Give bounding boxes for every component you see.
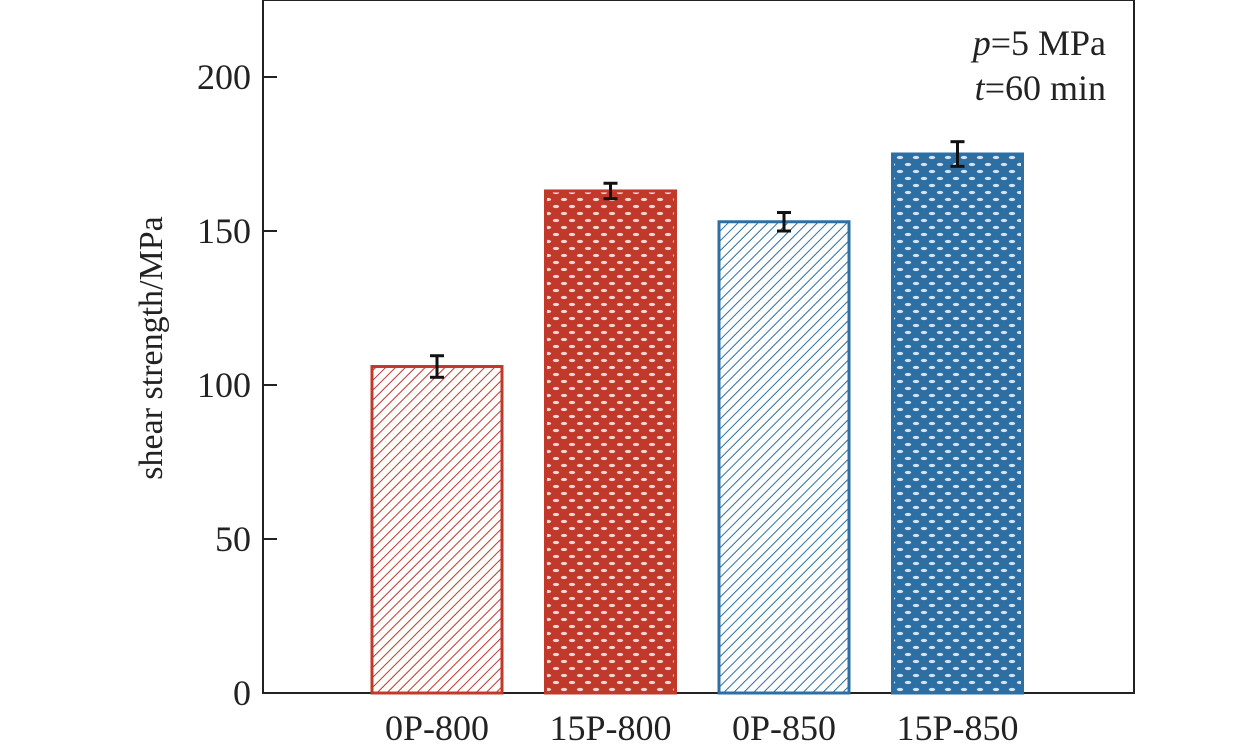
y-tick-label-3: 150	[197, 211, 251, 251]
error-bar-15p-850	[950, 140, 965, 168]
y-tick-label-4: 200	[197, 57, 251, 97]
bar-0p-850	[717, 220, 851, 695]
annotation-pressure: p=5 MPa	[970, 23, 1106, 63]
error-bar-0p-850	[777, 211, 791, 233]
y-tick-label-2: 100	[197, 365, 251, 405]
plot-frame	[262, 0, 1135, 694]
bar-15p-850	[891, 152, 1024, 695]
annotation-time: t=60 min	[975, 68, 1106, 108]
x-tick-label-0: 0P-800	[385, 708, 489, 748]
annotation-time-value: =60 min	[985, 68, 1106, 108]
bar-15p-800	[544, 189, 677, 695]
y-axis-title: shear strength/MPa	[133, 216, 170, 479]
x-tick-label-1: 15P-800	[549, 708, 671, 748]
annotation-time-var: t	[975, 68, 986, 108]
y-axis: 0 50 100 150 200	[197, 57, 277, 713]
error-bar-0p-800	[430, 354, 444, 379]
y-tick-label-0: 0	[233, 673, 251, 713]
x-axis: 0P-800 15P-800 0P-850 15P-850	[385, 708, 1019, 748]
annotation-pressure-var: p	[970, 23, 991, 63]
x-tick-label-3: 15P-850	[896, 708, 1018, 748]
error-bar-15p-800	[603, 181, 618, 201]
annotation-pressure-value: =5 MPa	[991, 23, 1106, 63]
y-tick-label-1: 50	[215, 519, 251, 559]
bar-0p-800	[370, 365, 504, 695]
x-tick-label-2: 0P-850	[732, 708, 836, 748]
bars	[370, 140, 1024, 695]
